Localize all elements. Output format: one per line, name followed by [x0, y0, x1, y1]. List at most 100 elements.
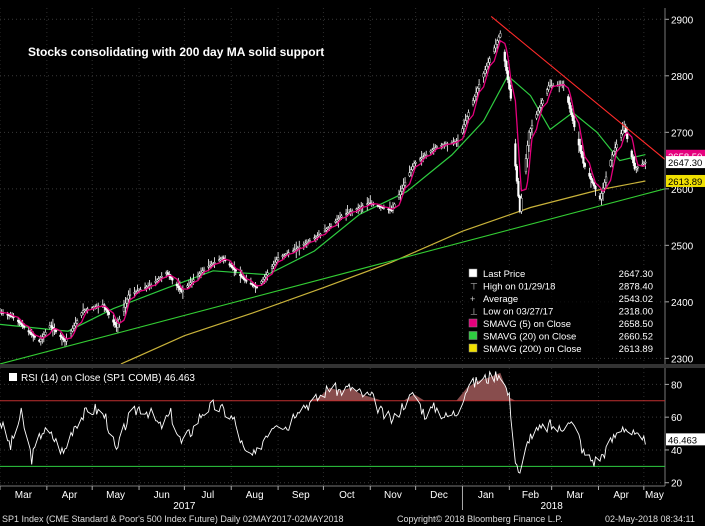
- rsi-overbought-fill: [0, 372, 646, 401]
- candle-body: [432, 148, 435, 151]
- candle-body: [434, 147, 437, 149]
- candle-body: [242, 277, 245, 280]
- candle-body: [239, 274, 242, 277]
- candle-body: [425, 154, 428, 156]
- legend-value: 2658.50: [619, 319, 653, 330]
- candle-body: [340, 215, 343, 218]
- candle-body: [611, 154, 614, 161]
- candle-body: [255, 286, 259, 288]
- candle-body: [295, 248, 298, 251]
- candle-body: [177, 285, 180, 289]
- candle-body: [402, 185, 405, 189]
- rsi-value-tag: [666, 433, 705, 446]
- legend-swatch: [468, 343, 478, 353]
- candle-body: [201, 270, 204, 273]
- trendline: [0, 188, 666, 365]
- x-month-label: Jul: [201, 490, 214, 501]
- candle-body: [23, 325, 26, 328]
- x-month-label: Aug: [246, 490, 264, 501]
- legend-box: [463, 265, 657, 358]
- candle-body: [264, 274, 268, 278]
- legend-swatch: [468, 268, 478, 278]
- sma200-line: [120, 180, 646, 365]
- candle-body: [207, 266, 210, 268]
- candle-body: [249, 282, 252, 285]
- candle-body: [334, 220, 337, 223]
- candle-body: [112, 319, 115, 323]
- legend-value: 2613.89: [619, 344, 653, 355]
- candle-body: [589, 176, 593, 180]
- candle-body: [175, 283, 178, 287]
- candle-body: [527, 132, 531, 146]
- candle-body: [316, 235, 319, 238]
- candle-body: [632, 156, 635, 164]
- candle-body: [535, 114, 538, 119]
- candle-body: [514, 143, 517, 167]
- candle-body: [338, 217, 342, 219]
- candle-body: [178, 287, 181, 290]
- candle-body: [582, 157, 585, 164]
- candle-body: [59, 334, 62, 337]
- candle-body: [251, 283, 254, 286]
- candle-body: [276, 257, 280, 261]
- candle-body: [198, 273, 201, 276]
- candle-body: [218, 259, 221, 261]
- candle-body: [116, 323, 119, 328]
- candle-body: [156, 279, 159, 282]
- candle-body: [107, 312, 110, 315]
- legend-label: Average: [483, 294, 518, 305]
- candle-body: [635, 167, 638, 170]
- legend-marker: ⊤: [470, 282, 478, 292]
- legend-label: Low on 03/27/17: [483, 307, 553, 318]
- rsi-y-tick-label: 40: [671, 446, 683, 457]
- price-tag: [666, 174, 705, 187]
- price-tag-label: 2647.30: [668, 158, 702, 169]
- candle-body: [75, 320, 79, 324]
- candle-body: [641, 163, 644, 166]
- candle-body: [487, 62, 490, 67]
- candle-body: [579, 144, 582, 152]
- candle-body: [254, 285, 257, 288]
- legend-swatch: [468, 318, 478, 328]
- candle-body: [615, 144, 618, 149]
- legend-marker: ⊥: [470, 307, 478, 317]
- candle-body: [27, 330, 30, 333]
- candle-body: [181, 289, 184, 292]
- candle-body: [273, 261, 277, 265]
- candle-body: [234, 269, 237, 272]
- candle-body: [72, 325, 76, 329]
- y-tick-label: 2600: [671, 185, 694, 196]
- rsi-y-tick-label: 20: [671, 479, 683, 490]
- candle-body: [252, 284, 256, 287]
- x-year-label: 2017: [173, 501, 196, 512]
- candle-body: [630, 150, 633, 158]
- candle-body: [529, 128, 532, 133]
- candle-body: [18, 321, 21, 324]
- candle-body: [319, 233, 322, 236]
- legend-value: 2543.02: [619, 294, 653, 305]
- candle-body: [159, 277, 162, 279]
- candle-body: [612, 151, 615, 156]
- candle-body: [325, 228, 328, 231]
- candle-body: [17, 319, 20, 322]
- x-month-label: Feb: [522, 490, 540, 501]
- chart-title: Stocks consolidating with 200 day MA sol…: [28, 45, 324, 59]
- y-tick-label: 2300: [671, 354, 694, 365]
- x-month-label: Apr: [613, 490, 629, 501]
- candle-body: [414, 162, 417, 164]
- candle-body: [620, 133, 623, 138]
- candle-body: [539, 103, 543, 108]
- candle-body: [546, 89, 549, 94]
- candle-body: [284, 253, 287, 256]
- x-month-label: May: [645, 490, 664, 501]
- rsi-value-label: 46.463: [668, 435, 697, 446]
- candle-body: [592, 182, 596, 187]
- candle-body: [403, 181, 407, 186]
- candle-body: [243, 278, 246, 281]
- candle-body: [202, 268, 206, 271]
- candle-body: [230, 265, 233, 268]
- candle-body: [260, 281, 263, 284]
- candle-body: [199, 271, 203, 274]
- candle-body: [335, 219, 339, 222]
- candle-body: [317, 234, 320, 237]
